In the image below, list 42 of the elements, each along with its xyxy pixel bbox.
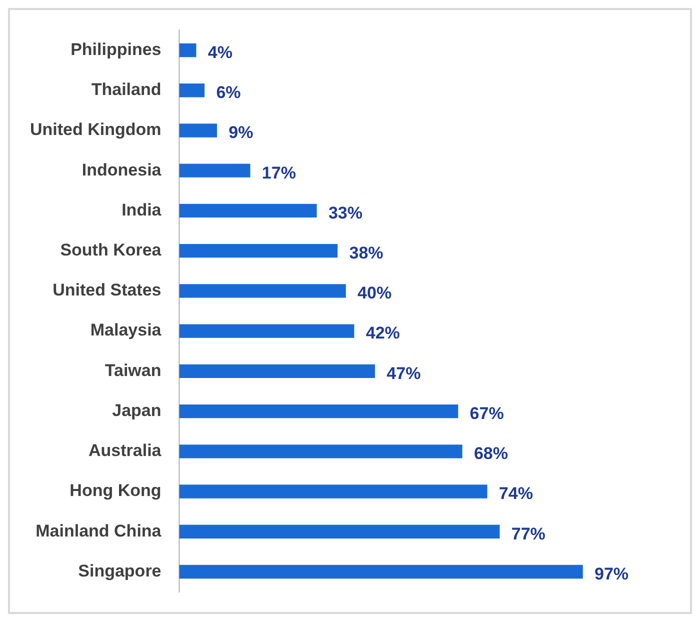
data-label: 74% (498, 484, 533, 504)
y-tick-label: India (122, 200, 162, 220)
y-tick-label: South Korea (60, 240, 162, 260)
y-tick-label: Hong Kong (70, 481, 162, 500)
data-label: 33% (328, 203, 362, 222)
bar (179, 364, 375, 378)
bar (179, 484, 488, 498)
y-tick-label: Mainland China (36, 521, 162, 540)
data-label: 47% (386, 364, 421, 383)
data-label: 40% (358, 284, 392, 303)
data-label: 68% (474, 444, 508, 464)
bar (179, 324, 354, 338)
bar (179, 124, 218, 138)
bar (179, 524, 500, 538)
y-tick-label: Japan (112, 400, 162, 420)
bar (179, 284, 346, 298)
bar (179, 204, 317, 218)
bar (179, 84, 205, 98)
data-label: 42% (366, 324, 400, 343)
y-tick-label: United Kingdom (30, 120, 162, 140)
bar (179, 244, 338, 258)
y-tick-label: United States (52, 280, 162, 300)
data-label: 38% (349, 244, 384, 263)
y-tick-label: Philippines (70, 40, 162, 59)
data-label: 77% (511, 524, 546, 544)
bar (179, 43, 196, 58)
data-label: 9% (228, 123, 254, 142)
data-label: 4% (208, 42, 232, 62)
data-label: 17% (262, 163, 296, 182)
y-tick-label: Singapore (78, 561, 162, 580)
y-tick-label: Indonesia (82, 160, 162, 180)
bar (179, 444, 462, 458)
y-tick-label: Malaysia (90, 320, 162, 340)
bar (179, 404, 458, 418)
data-label: 97% (594, 564, 629, 584)
y-tick-label: Australia (88, 441, 162, 460)
y-tick-label: Thailand (91, 80, 162, 100)
bar (179, 164, 250, 178)
data-label: 67% (470, 404, 504, 423)
bar (179, 564, 583, 579)
data-label: 6% (216, 83, 241, 102)
y-tick-label: Taiwan (104, 360, 162, 380)
